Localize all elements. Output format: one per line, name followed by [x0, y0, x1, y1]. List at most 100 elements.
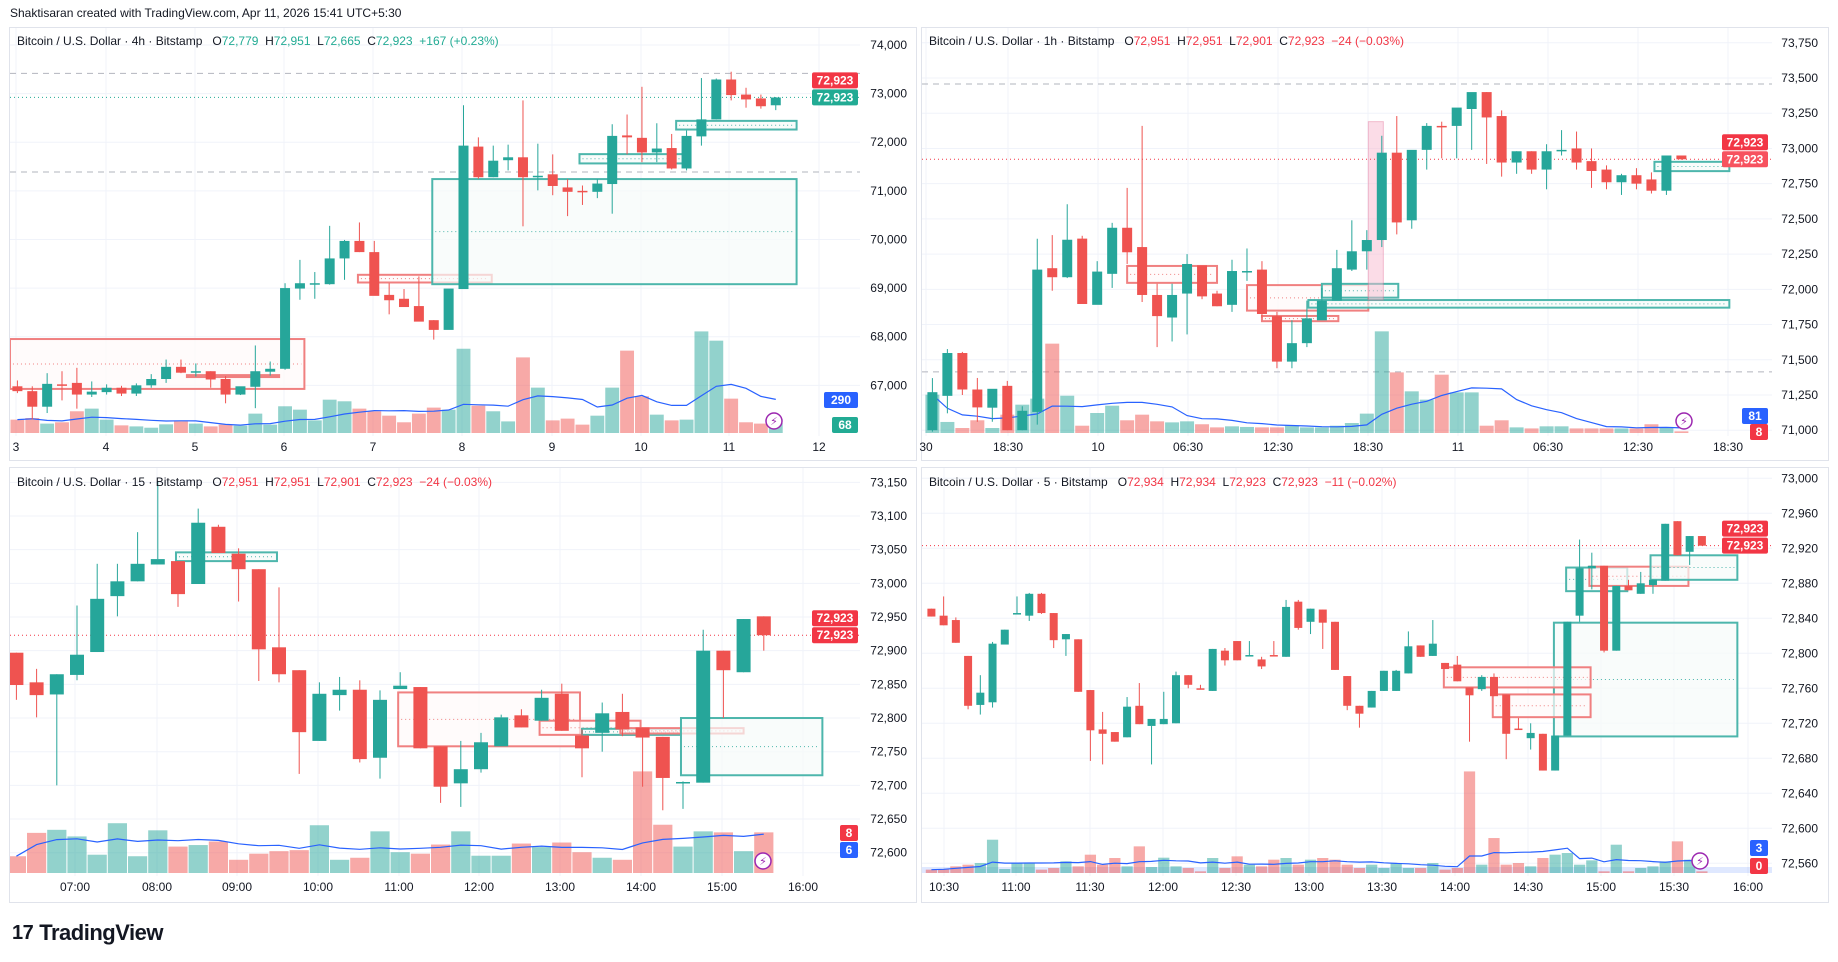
lightning-icon-ring [1675, 412, 1693, 430]
price-axis-label: 72,250 [1781, 247, 1818, 261]
volume-bar [1622, 871, 1635, 873]
volume-bar [1304, 859, 1317, 873]
candle-body [1376, 152, 1387, 241]
volume-bar [1011, 863, 1023, 873]
candle [70, 605, 84, 681]
volume-bar [1659, 427, 1674, 433]
volume-bar [1647, 866, 1659, 873]
candle [622, 114, 633, 155]
candle [1587, 552, 1596, 590]
candle-body [1428, 643, 1437, 656]
candle [1137, 125, 1148, 303]
volume-bar [1269, 427, 1284, 433]
candle [666, 133, 677, 170]
candle [1343, 676, 1352, 711]
volume-badge [840, 825, 858, 841]
volume-bar [309, 825, 329, 873]
candle [1135, 683, 1144, 725]
volume-bar [1494, 420, 1509, 433]
price-tag [812, 610, 858, 627]
candle-body [1025, 593, 1034, 616]
volume-bar [410, 853, 430, 873]
volume-bar [925, 869, 938, 873]
candle [205, 371, 216, 388]
candle-body [1245, 655, 1254, 657]
candle-body [251, 569, 266, 650]
price-axis-label: 68,000 [870, 330, 907, 344]
candle [1600, 565, 1609, 653]
volume-bar [1599, 428, 1614, 433]
time-axis-label: 18:30 [1353, 440, 1383, 454]
symbol-title: Bitcoin / U.S. Dollar · 5 · Bitstamp [929, 475, 1108, 489]
candle [1511, 151, 1522, 174]
candle-body [332, 689, 347, 696]
candle-body [1110, 732, 1119, 742]
candle [190, 363, 201, 377]
candle [1416, 645, 1425, 657]
high-value: 72,951 [273, 475, 311, 489]
price-axis-label: 72,800 [1781, 646, 1818, 660]
candle-body [428, 320, 439, 330]
candle-body [42, 383, 53, 407]
candle [1481, 92, 1492, 164]
candle [352, 680, 367, 763]
candle [1167, 283, 1178, 342]
candle [1245, 641, 1254, 657]
volume-bar [620, 350, 635, 433]
candle [1331, 249, 1342, 301]
chart-legend-15m: Bitcoin / U.S. Dollar · 15 · Bitstamp O7… [17, 475, 492, 489]
candle [1563, 621, 1572, 736]
candle-body [595, 713, 610, 733]
candle [1123, 697, 1132, 738]
volume-bar [501, 421, 516, 433]
volume-bar [999, 869, 1011, 873]
candle [488, 145, 499, 178]
candle [972, 377, 983, 422]
candle-body [1135, 705, 1144, 725]
candle [413, 687, 428, 749]
candle-body [294, 283, 305, 289]
symbol-title: Bitcoin / U.S. Dollar · 15 · Bitstamp [17, 475, 203, 489]
volume-bar [1239, 426, 1254, 433]
volume-bar [511, 843, 531, 873]
time-axis-label: 10:00 [303, 880, 333, 894]
candle-body [1436, 125, 1447, 128]
candle-body [1346, 251, 1357, 270]
volume-badge [1750, 424, 1768, 440]
candle [384, 283, 395, 315]
candle [755, 94, 766, 109]
close-label: C [367, 475, 376, 489]
candle-body [280, 288, 291, 369]
candle [474, 732, 488, 773]
candle [547, 154, 558, 196]
candle-body [575, 735, 589, 749]
candle-body [443, 288, 454, 330]
high-label: H [265, 475, 274, 489]
candle [1391, 116, 1402, 235]
volume-bar [753, 423, 768, 433]
tradingview-logo[interactable]: 17 TradingView [12, 920, 163, 946]
candle-body [756, 616, 771, 636]
chart-15: ⚡ 73,150 73,100 73,050 73,000 72,950 72,900 72,… [10, 468, 907, 894]
volume-bar [1629, 428, 1644, 433]
price-tag [1722, 537, 1768, 554]
candle [976, 675, 985, 715]
candle [272, 587, 286, 683]
low-label: L [1229, 34, 1236, 48]
candle [942, 349, 953, 414]
volume-bar [1035, 869, 1048, 873]
candle [1227, 259, 1237, 312]
price-axis-label: 71,000 [870, 184, 907, 198]
price-axis-label: 72,920 [1781, 541, 1818, 555]
volume-bar [1284, 425, 1299, 433]
volume-ma-line [931, 847, 1702, 871]
candle [1575, 539, 1584, 622]
price-tag-label: 72,923 [817, 628, 854, 642]
price-tag-label: 72,923 [817, 90, 854, 104]
candle-body [607, 135, 618, 185]
candle [1271, 311, 1282, 369]
volume-bar [10, 856, 27, 873]
candle [1526, 723, 1535, 750]
price-axis-label: 71,500 [1781, 353, 1818, 367]
